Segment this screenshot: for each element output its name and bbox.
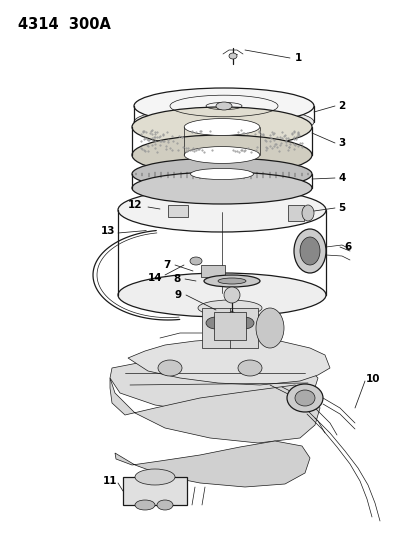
Text: 7: 7 (163, 260, 170, 270)
Ellipse shape (190, 168, 253, 180)
Text: 14: 14 (147, 273, 162, 283)
Ellipse shape (293, 229, 325, 273)
Ellipse shape (157, 500, 173, 510)
Text: 4: 4 (337, 173, 345, 183)
Polygon shape (115, 441, 309, 487)
Ellipse shape (184, 147, 259, 164)
Ellipse shape (206, 317, 225, 329)
Ellipse shape (233, 317, 254, 329)
Ellipse shape (118, 273, 325, 317)
Ellipse shape (237, 360, 261, 376)
Ellipse shape (204, 275, 259, 287)
Polygon shape (110, 353, 317, 415)
Bar (287, 205, 303, 221)
Bar (214, 312, 245, 340)
Ellipse shape (294, 390, 314, 406)
Ellipse shape (301, 205, 313, 221)
Text: 9: 9 (174, 290, 181, 300)
Text: 13: 13 (100, 226, 115, 236)
Text: 8: 8 (173, 274, 180, 284)
Text: 6: 6 (344, 242, 351, 252)
Ellipse shape (218, 278, 245, 284)
Ellipse shape (286, 384, 322, 412)
Text: 11: 11 (102, 476, 117, 486)
Ellipse shape (132, 172, 311, 204)
Ellipse shape (158, 360, 182, 376)
Ellipse shape (223, 287, 240, 303)
Ellipse shape (197, 300, 261, 316)
Ellipse shape (135, 469, 175, 485)
Text: 5: 5 (337, 203, 345, 213)
Text: 2: 2 (337, 101, 345, 111)
Text: 10: 10 (365, 374, 379, 384)
Polygon shape (128, 338, 329, 385)
Ellipse shape (134, 107, 313, 138)
Text: 12: 12 (128, 200, 142, 210)
Ellipse shape (132, 158, 311, 190)
Bar (168, 205, 188, 217)
Ellipse shape (216, 102, 231, 110)
Ellipse shape (228, 53, 236, 59)
Bar (201, 265, 224, 277)
Ellipse shape (132, 135, 311, 175)
Ellipse shape (184, 119, 259, 135)
Bar (202, 308, 257, 348)
Text: 3: 3 (337, 138, 345, 148)
Ellipse shape (299, 237, 319, 265)
Text: 4314  300A: 4314 300A (18, 17, 111, 32)
Ellipse shape (190, 257, 202, 265)
Text: 1: 1 (294, 53, 301, 63)
Polygon shape (110, 378, 319, 443)
Ellipse shape (132, 107, 311, 147)
Ellipse shape (135, 500, 154, 510)
Ellipse shape (134, 88, 313, 124)
Ellipse shape (255, 308, 283, 348)
Bar (123, 477, 187, 505)
Ellipse shape (118, 188, 325, 232)
